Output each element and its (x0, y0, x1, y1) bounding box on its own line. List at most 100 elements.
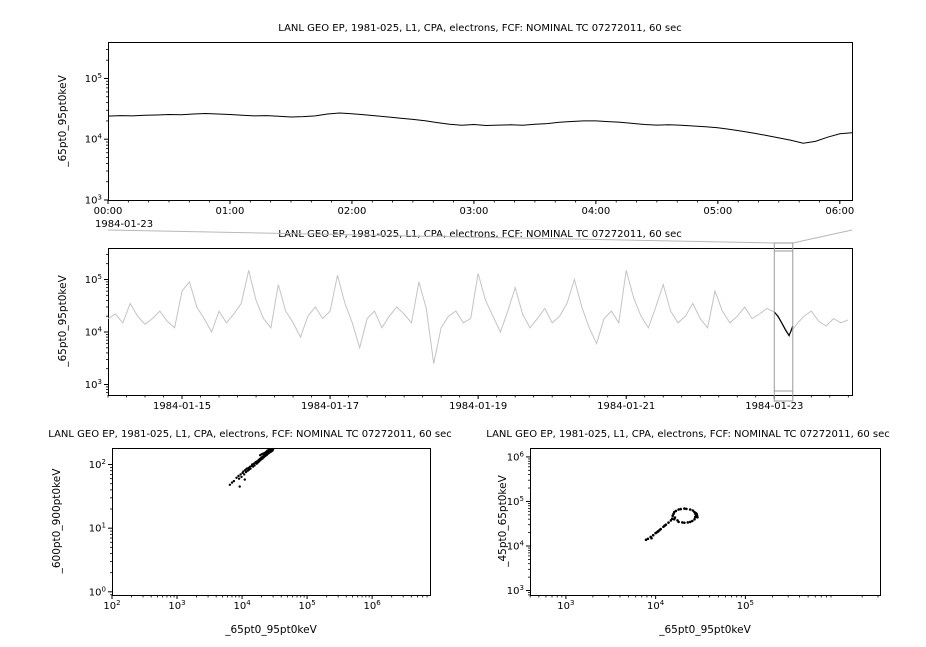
tick-label: 103 (168, 599, 185, 612)
x-tick-label: 1984-01-17 (301, 401, 359, 412)
series-electron-flux-65-95keV (107, 112, 853, 144)
x-tick-label: 01:00 (216, 206, 245, 217)
series-selected-interval-flux (773, 311, 794, 338)
tick-label: 104 (507, 540, 525, 553)
data-point (242, 470, 245, 473)
plot-area-group: 103 104 105 1984-01-15 1984-01-17 1984-01-19 1… (85, 248, 853, 412)
x-tick-label: 1984-01-19 (449, 401, 507, 412)
plot-area[interactable] (112, 448, 430, 595)
data-point (644, 538, 648, 542)
x-tick-label: 03:00 (459, 206, 488, 217)
data-point (683, 507, 686, 510)
tick-label: 104 (85, 326, 103, 339)
data-point (691, 509, 695, 512)
panel-scatter-left: LANL GEO EP, 1981-025, L1, CPA, electron… (48, 429, 451, 636)
data-point (240, 475, 243, 479)
x-tick-label: 1984-01-23 (745, 401, 803, 412)
data-point (650, 536, 653, 540)
data-point (253, 464, 256, 467)
data-point (696, 516, 699, 519)
data-point (249, 467, 252, 470)
data-point (688, 520, 692, 524)
x-axis-label: _65pt0_95pt0keV (224, 624, 317, 636)
zoom-link-overlay (107, 229, 853, 402)
selection-box[interactable] (773, 242, 794, 402)
tick-label: 103 (507, 584, 524, 597)
panel-overview-timeseries: LANL GEO EP, 1981-025, L1, CPA, electron… (57, 229, 853, 412)
plot-area-group: 103 104 105 106 103 104 105 (507, 448, 881, 612)
data-point (681, 521, 684, 524)
plot-frame (530, 448, 881, 596)
plot-area[interactable] (108, 248, 852, 395)
x-tick-label: 04:00 (581, 206, 610, 217)
plot-area-group: 100 101 102 102 103 104 105 106 (89, 447, 431, 612)
plot-area[interactable] (108, 42, 852, 200)
data-point (667, 521, 670, 524)
tick-label: 105 (85, 72, 102, 85)
data-point (663, 524, 666, 527)
data-point (673, 516, 677, 519)
x-tick-label: 00:00 (94, 206, 123, 217)
x-axis-context-date: 1984-01-23 (95, 219, 153, 230)
x-tick-label: 06:00 (825, 206, 854, 217)
data-point (655, 530, 659, 534)
data-point (239, 473, 242, 476)
plot-area-group: 103 104 105 00:00 01:00 02:00 03:00 04:00 05:00 0… (85, 42, 854, 217)
data-point (695, 512, 698, 516)
data-point (244, 470, 248, 474)
x-tick-label: 1984-01-21 (597, 401, 655, 412)
data-point (243, 473, 246, 476)
data-point (677, 508, 680, 511)
data-point (228, 483, 232, 486)
data-point (693, 518, 696, 521)
data-point (674, 509, 678, 513)
tick-label: 104 (647, 599, 665, 612)
panel-title: LANL GEO EP, 1981-025, L1, CPA, electron… (48, 429, 451, 440)
data-point (237, 474, 240, 478)
y-axis-label: _65pt0_95pt0keV (57, 74, 69, 167)
x-tick-label: 02:00 (338, 206, 367, 217)
panel-title: LANL GEO EP, 1981-025, L1, CPA, electron… (486, 429, 889, 440)
data-point (691, 519, 694, 523)
data-point (685, 507, 688, 511)
series-context-flux (107, 270, 849, 364)
data-point (230, 481, 234, 484)
tick-label: 105 (507, 495, 524, 508)
plot-frame (108, 42, 853, 201)
tick-label: 105 (298, 599, 315, 612)
plot-frame (112, 448, 431, 596)
panel-title: LANL GEO EP, 1981-025, L1, CPA, electron… (278, 229, 681, 240)
data-point (686, 521, 690, 524)
data-point (688, 508, 692, 511)
data-point (232, 479, 236, 483)
data-point (670, 517, 674, 520)
data-point (683, 521, 686, 525)
tick-label: 102 (103, 599, 120, 612)
data-point (238, 485, 241, 488)
tick-label: 104 (85, 133, 103, 146)
x-axis-label: _65pt0_95pt0keV (658, 624, 751, 636)
data-point (243, 478, 246, 481)
y-axis-label: _600pt0_900pt0keV (51, 468, 63, 575)
tick-label: 101 (89, 522, 106, 535)
data-point (676, 519, 679, 522)
tick-label: 103 (85, 378, 102, 391)
tick-label: 106 (507, 450, 525, 463)
panel-scatter-right: LANL GEO EP, 1981-025, L1, CPA, electron… (486, 429, 889, 636)
tick-label: 106 (364, 599, 382, 612)
data-point (271, 447, 275, 451)
plot-area[interactable] (530, 448, 880, 595)
y-axis-label: _65pt0_95pt0keV (57, 274, 69, 367)
tick-label: 103 (85, 194, 102, 207)
zoom-connector-left (107, 229, 775, 244)
tick-label: 105 (737, 599, 754, 612)
y-axis-label: _45pt0_65pt0keV (497, 474, 509, 567)
data-point (658, 529, 661, 532)
x-tick-label: 1984-01-15 (153, 401, 211, 412)
data-point (235, 476, 238, 479)
data-point (651, 533, 655, 537)
tick-label: 103 (557, 599, 574, 612)
x-tick-label: 05:00 (703, 206, 732, 217)
